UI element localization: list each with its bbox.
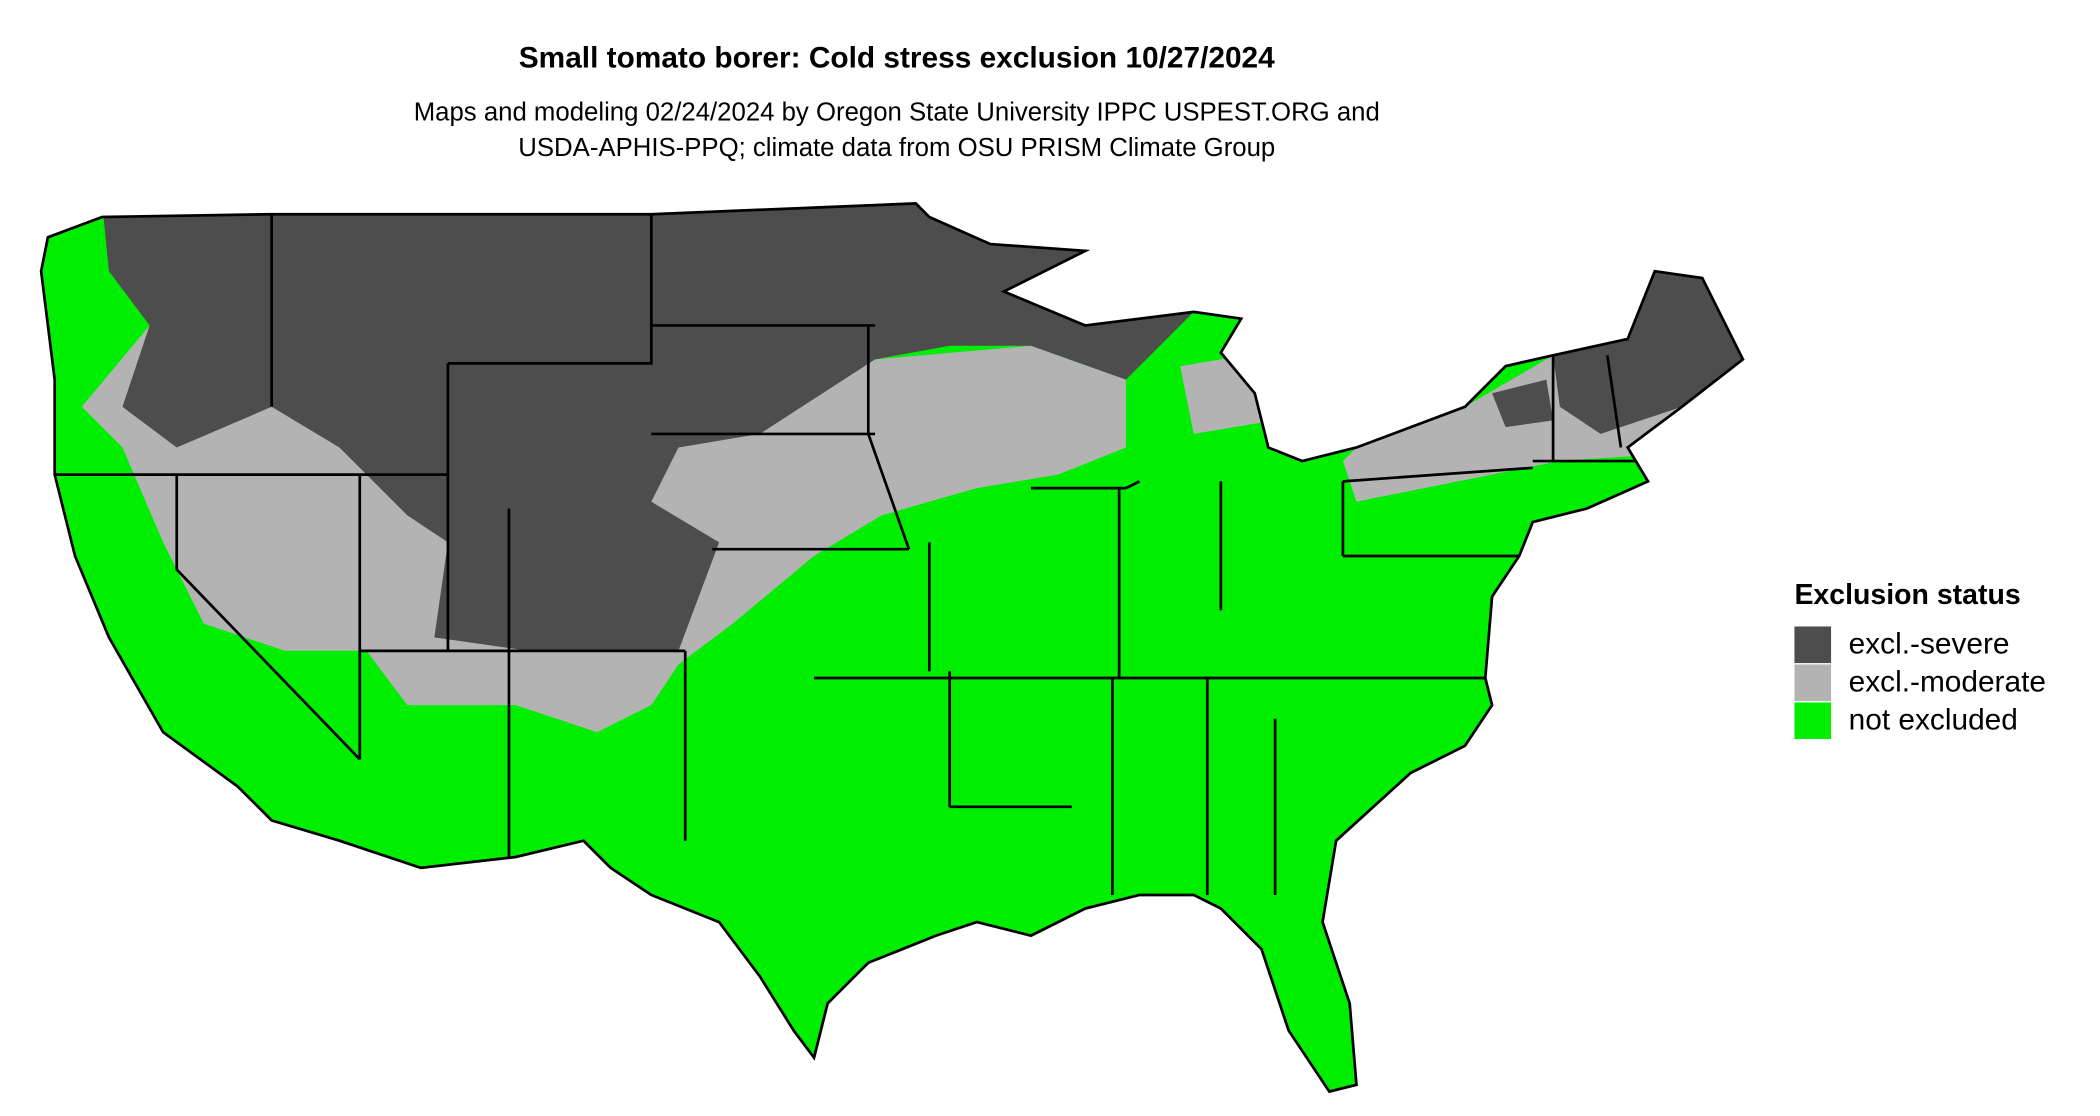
legend: Exclusion status excl.-severe excl.-moder… [1794, 579, 2046, 740]
state-border [54, 214, 1649, 895]
legend-swatch [1794, 702, 1832, 740]
title: Small tomato borer: Cold stress exclusio… [519, 42, 1275, 75]
legend-swatch [1794, 626, 1832, 664]
subtitle: Maps and modeling 02/24/2024 by Oregon S… [414, 99, 1380, 127]
zone-severe [102, 203, 1194, 651]
state-borders [54, 214, 1649, 895]
subtitle: USDA-APHIS-PPQ; climate data from OSU PR… [518, 134, 1275, 162]
zone-severe [1553, 271, 1743, 434]
legend-label: excl.-moderate [1849, 665, 2046, 698]
zone-severe [1492, 379, 1554, 428]
legend-label: not excluded [1849, 703, 2018, 736]
legend-swatch [1794, 664, 1832, 702]
legend-title: Exclusion status [1794, 579, 2020, 611]
legend-label: excl.-severe [1849, 627, 2010, 660]
